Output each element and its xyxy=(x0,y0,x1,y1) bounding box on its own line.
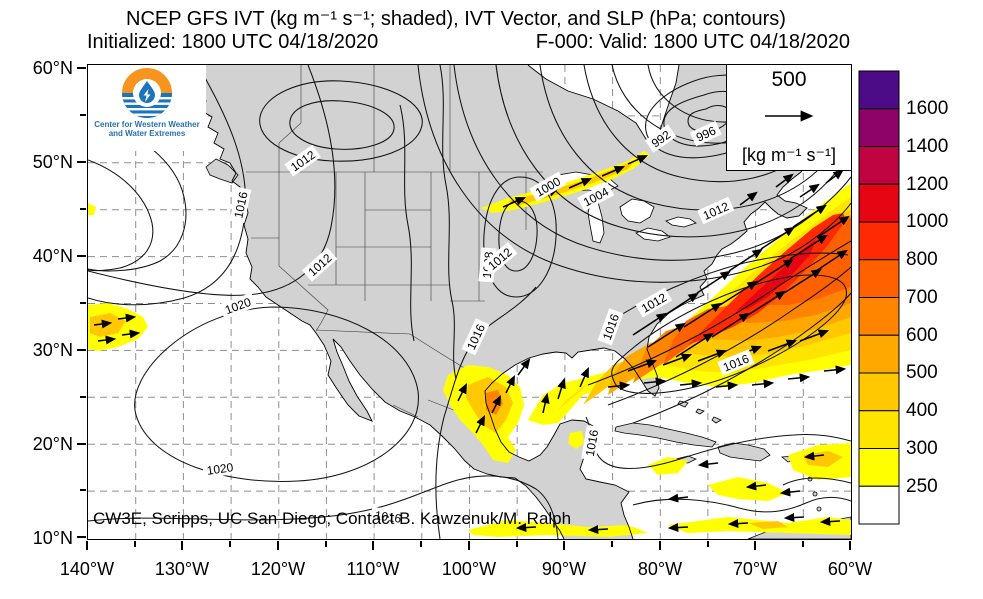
colorbar-swatch xyxy=(858,146,900,185)
colorbar-swatch xyxy=(858,485,900,525)
vector-reference-arrow xyxy=(765,110,814,122)
colorbar-swatch xyxy=(858,334,900,374)
slp-contour-label: 1020 xyxy=(202,458,238,479)
x-tick-label: 80°W xyxy=(637,559,683,579)
vector-reference-value: 500 xyxy=(771,68,807,91)
ivt-vectors xyxy=(93,155,850,535)
colorbar-swatch xyxy=(858,372,900,412)
y-tick-label: 30°N xyxy=(32,340,73,360)
colorbar-swatch xyxy=(858,221,900,261)
svg-text:1020: 1020 xyxy=(206,460,235,478)
svg-text:1016: 1016 xyxy=(374,508,403,526)
colorbar-swatch xyxy=(858,410,900,449)
colorbar-tick-label: 250 xyxy=(906,476,938,497)
colorbar-tick-label: 400 xyxy=(906,400,938,421)
colorbar-swatch xyxy=(858,70,900,110)
svg-text:1016: 1016 xyxy=(231,190,250,219)
colorbar-tick-label: 600 xyxy=(906,325,938,346)
coastline xyxy=(182,65,845,539)
cw3e-logo: Center for Western Weather and Water Ext… xyxy=(88,65,206,151)
slp-contour-label: 1016 xyxy=(581,424,602,461)
colorbar-tick-label: 1400 xyxy=(906,136,949,157)
ivt-colorbar xyxy=(858,70,900,530)
x-tick-label: 120°W xyxy=(250,559,306,579)
map-canvas: 1016 1012 1012 1020 1020 1016 1016 1008 … xyxy=(88,65,851,539)
vector-reference-legend: 500 [kg m⁻¹ s⁻¹] xyxy=(726,65,851,171)
colorbar-swatch xyxy=(858,183,900,223)
cw3e-logo-mark xyxy=(122,68,172,118)
colorbar-tick-label: 1600 xyxy=(906,98,949,119)
north-america-landmass xyxy=(183,65,844,539)
x-tick-label: 130°W xyxy=(154,559,210,579)
vector-reference-units: [kg m⁻¹ s⁻¹] xyxy=(742,145,836,165)
x-tick-label: 60°W xyxy=(827,559,873,579)
colorbar-swatch xyxy=(858,259,900,298)
svg-text:1020: 1020 xyxy=(223,295,253,317)
colorbar-tick-label: 1200 xyxy=(906,174,949,195)
chart-title: NCEP GFS IVT (kg m⁻¹ s⁻¹; shaded), IVT V… xyxy=(126,8,786,30)
slp-contours xyxy=(88,65,851,539)
colorbar-tick-label: 500 xyxy=(906,362,938,383)
y-tick-label: 20°N xyxy=(32,434,73,454)
map-panel: 1016 1012 1012 1020 1020 1016 1016 1008 … xyxy=(87,64,852,540)
svg-text:1016: 1016 xyxy=(583,428,601,457)
colorbar-tick-label: 700 xyxy=(906,287,938,308)
cw3e-logo-text: Center for Western Weather and Water Ext… xyxy=(94,120,200,138)
colorbar-swatch xyxy=(858,448,900,487)
slp-contour-labels: 1016 1012 1012 1020 1020 1016 1016 1008 … xyxy=(202,120,755,527)
slp-contour-label: 1016 xyxy=(370,506,406,527)
x-tick-label: 90°W xyxy=(541,559,587,579)
x-tick-label: 70°W xyxy=(732,559,778,579)
y-tick-label: 40°N xyxy=(32,246,73,266)
x-tick-label: 110°W xyxy=(346,559,400,579)
slp-contour-label: 1016 xyxy=(229,186,252,224)
y-tick-label: 10°N xyxy=(32,528,73,548)
colorbar-tick-label: 300 xyxy=(906,438,938,459)
colorbar-tick-label: 1000 xyxy=(906,211,949,232)
colorbar-swatch xyxy=(858,297,900,336)
attribution-text: CW3E, Scripps, UC San Diego; Contact B. … xyxy=(93,509,572,528)
init-time-label: Initialized: 1800 UTC 04/18/2020 xyxy=(87,31,379,53)
valid-time-label: F-000: Valid: 1800 UTC 04/18/2020 xyxy=(535,31,850,53)
colorbar-tick-label: 800 xyxy=(906,249,938,270)
ivt-colorbar-swatches xyxy=(858,70,900,525)
y-tick-label: 50°N xyxy=(32,152,73,172)
y-tick-label: 60°N xyxy=(32,58,73,78)
colorbar-swatch xyxy=(858,108,900,147)
slp-contour-label: 1020 xyxy=(219,292,257,319)
x-tick-label: 100°W xyxy=(441,559,497,579)
x-tick-label: 140°W xyxy=(59,559,115,579)
